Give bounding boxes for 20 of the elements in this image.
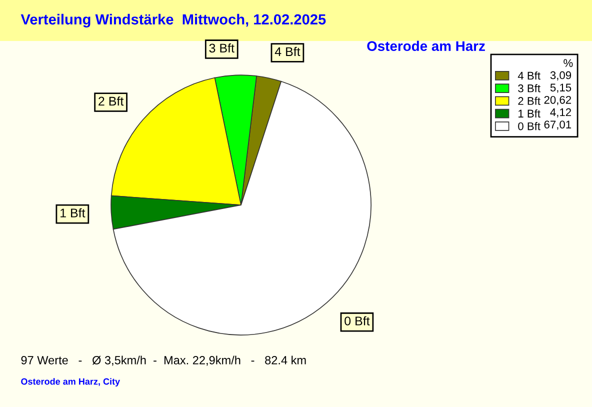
text: Osterode am Harz, City [21,378,120,386]
slice-label: 1 Bft [60,208,86,218]
data-label: 4,12 [550,108,572,118]
slice-label: 4 Bft [274,46,300,56]
legend-label: 3 Bft [518,84,540,92]
chart-title: Verteilung Windstärke Mittwoch, 12.02.2025 [20,14,326,28]
data-label: 67,01 [544,120,572,130]
data-label: 3,09 [550,71,572,80]
text: 97 Werte - Ø 3,5km/h - Max. 22,9km/h - 82.4 km [21,356,306,366]
legend-label: 2 Bft [518,96,540,105]
legend-label: 1 Bft [518,109,540,118]
slice-label: 2 Bft [98,96,124,106]
legend-title: % [564,59,573,67]
legend-label: 0 Bft [518,122,540,130]
legend-label: 4 Bft [518,71,540,80]
chart-subtitle: Osterode am Harz [367,40,485,52]
data-label: 20,62 [544,96,572,106]
slice-label: 0 Bft [344,316,370,326]
slice-label: 3 Bft [209,43,234,53]
data-label: 5,15 [550,84,572,93]
